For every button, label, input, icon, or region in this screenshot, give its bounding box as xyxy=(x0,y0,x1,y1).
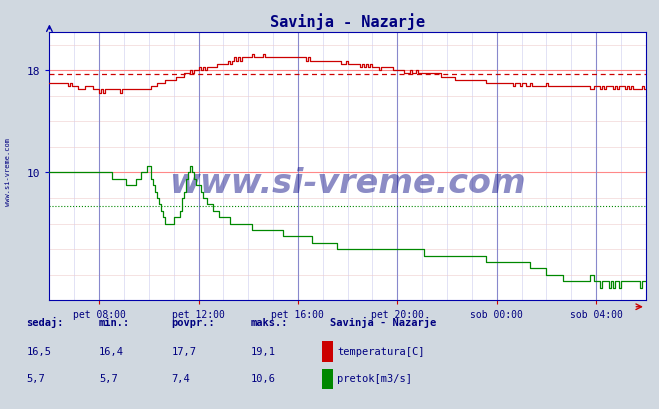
Text: temperatura[C]: temperatura[C] xyxy=(337,346,425,356)
Text: pretok[m3/s]: pretok[m3/s] xyxy=(337,373,413,383)
Text: 5,7: 5,7 xyxy=(99,373,117,383)
Text: 16,4: 16,4 xyxy=(99,346,124,356)
Text: 5,7: 5,7 xyxy=(26,373,45,383)
Text: Savinja - Nazarje: Savinja - Nazarje xyxy=(330,316,436,327)
Text: 10,6: 10,6 xyxy=(250,373,275,383)
Text: 19,1: 19,1 xyxy=(250,346,275,356)
Text: maks.:: maks.: xyxy=(250,317,288,327)
Text: www.si-vreme.com: www.si-vreme.com xyxy=(169,166,526,199)
Text: 17,7: 17,7 xyxy=(171,346,196,356)
Text: 7,4: 7,4 xyxy=(171,373,190,383)
Text: povpr.:: povpr.: xyxy=(171,317,215,327)
Text: min.:: min.: xyxy=(99,317,130,327)
Text: 16,5: 16,5 xyxy=(26,346,51,356)
Text: sedaj:: sedaj: xyxy=(26,316,64,327)
Title: Savinja - Nazarje: Savinja - Nazarje xyxy=(270,13,425,30)
Text: www.si-vreme.com: www.si-vreme.com xyxy=(5,138,11,206)
